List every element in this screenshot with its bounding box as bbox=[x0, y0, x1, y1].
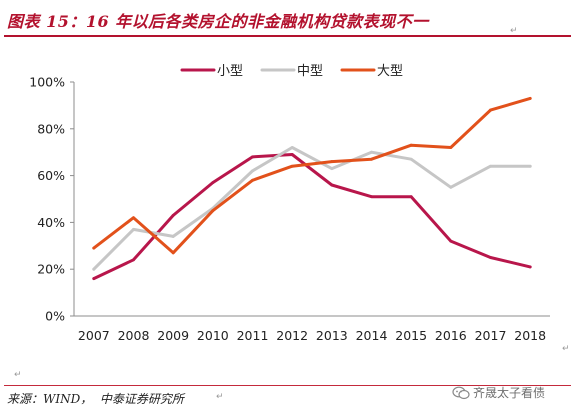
data-point bbox=[132, 258, 135, 262]
footer-rule bbox=[4, 385, 571, 386]
data-point bbox=[528, 164, 532, 168]
data-point bbox=[370, 150, 373, 154]
data-point bbox=[330, 160, 334, 163]
x-tick-label: 2014 bbox=[356, 328, 388, 343]
data-point bbox=[489, 256, 492, 259]
data-point bbox=[290, 146, 294, 149]
chat-bubble-icon bbox=[452, 386, 470, 399]
x-tick-label: 2011 bbox=[237, 328, 269, 343]
data-point bbox=[528, 265, 532, 269]
x-tick-label: 2016 bbox=[435, 328, 467, 343]
figure-title: 图表 15：16 年以后各类房企的非金融机构贷款表现不一 bbox=[7, 12, 429, 31]
legend-label: 中型 bbox=[297, 64, 323, 79]
data-point bbox=[528, 96, 532, 100]
x-tick-label: 2013 bbox=[316, 328, 348, 343]
series-line-小型 bbox=[92, 153, 532, 281]
data-point bbox=[330, 167, 334, 170]
data-point bbox=[449, 185, 453, 189]
watermark: 齐晟太子看债 bbox=[452, 384, 545, 401]
data-point bbox=[251, 178, 254, 182]
data-point bbox=[449, 239, 453, 243]
y-tick-label: 20% bbox=[37, 262, 65, 277]
x-tick-label: 2007 bbox=[78, 328, 110, 343]
legend-label: 小型 bbox=[217, 64, 243, 79]
data-point bbox=[211, 181, 215, 185]
data-point bbox=[92, 246, 96, 250]
data-point bbox=[171, 213, 175, 217]
legend: 小型 中型 大型 bbox=[180, 64, 403, 79]
x-tick-labels: 2007 2008 2009 2010 2011 2012 2013 2014 2015 2016… bbox=[78, 328, 546, 343]
title-rule bbox=[4, 35, 571, 37]
data-point bbox=[290, 164, 294, 168]
data-point bbox=[449, 146, 453, 149]
return-mark: ↵ bbox=[562, 344, 570, 354]
data-point bbox=[251, 169, 254, 173]
data-point bbox=[409, 143, 413, 147]
x-tick-label: 2008 bbox=[118, 328, 150, 343]
y-tick-label: 60% bbox=[37, 168, 65, 183]
data-point bbox=[409, 157, 413, 161]
data-point bbox=[489, 108, 492, 112]
watermark-text: 齐晟太子看债 bbox=[473, 386, 546, 400]
y-tick-label: 80% bbox=[37, 121, 65, 136]
y-tick-label: 0% bbox=[45, 309, 65, 324]
data-point bbox=[290, 153, 294, 156]
x-tick-label: 2009 bbox=[157, 328, 189, 343]
series-line-中型 bbox=[92, 146, 532, 271]
data-point bbox=[370, 195, 373, 199]
series-lines bbox=[92, 96, 532, 281]
return-mark: ↵ bbox=[14, 370, 22, 380]
data-point bbox=[92, 267, 96, 271]
y-tick-marks bbox=[70, 81, 74, 317]
data-point bbox=[171, 251, 175, 255]
source-note: 来源：WIND， 中泰证券研究所 bbox=[7, 392, 184, 406]
data-point bbox=[370, 157, 373, 161]
x-tick-label: 2012 bbox=[276, 328, 308, 343]
data-point bbox=[251, 155, 254, 159]
data-point bbox=[211, 209, 215, 213]
x-tick-label: 2018 bbox=[514, 328, 546, 343]
series-line-大型 bbox=[92, 96, 532, 255]
return-mark: ↵ bbox=[216, 392, 224, 402]
data-point bbox=[92, 277, 96, 280]
data-point bbox=[409, 195, 413, 199]
y-tick-labels: 0% 20% 40% 60% 80% 100% bbox=[29, 75, 65, 324]
x-tick-label: 2017 bbox=[475, 328, 507, 343]
return-mark: ↵ bbox=[510, 26, 518, 36]
x-tick-label: 2010 bbox=[197, 328, 229, 343]
data-point bbox=[132, 228, 135, 231]
data-point bbox=[330, 183, 334, 187]
y-tick-label: 40% bbox=[37, 215, 65, 230]
data-point bbox=[132, 216, 135, 220]
legend-label: 大型 bbox=[377, 64, 403, 79]
x-tick-label: 2015 bbox=[395, 328, 427, 343]
data-point bbox=[489, 164, 492, 168]
data-point bbox=[171, 235, 175, 238]
y-tick-label: 100% bbox=[29, 75, 65, 90]
